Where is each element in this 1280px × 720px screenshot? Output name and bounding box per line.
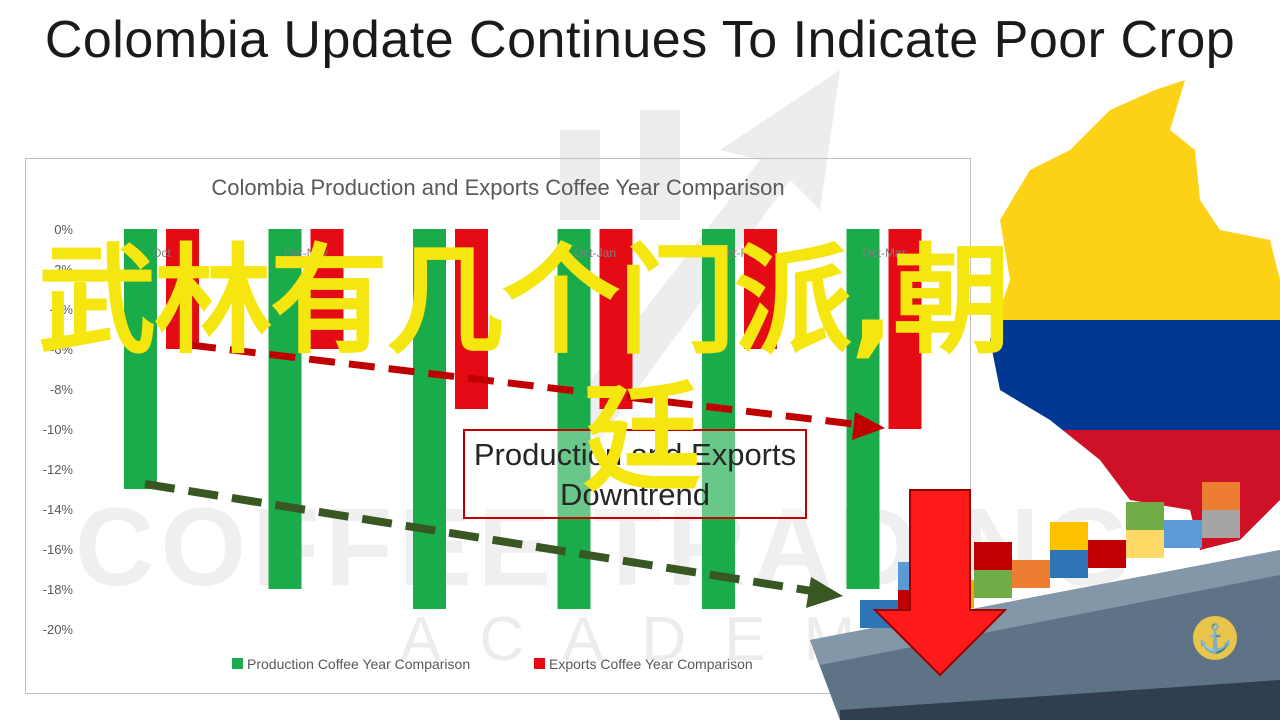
y-tick-label: -18% <box>43 582 74 597</box>
legend-swatch <box>534 658 545 669</box>
svg-text:⚓: ⚓ <box>1198 622 1233 655</box>
production-bar <box>702 229 735 609</box>
y-tick-label: -4% <box>50 302 74 317</box>
chart-title: Colombia Production and Exports Coffee Y… <box>211 175 785 200</box>
y-tick-label: -6% <box>50 342 74 357</box>
exports-bar <box>744 229 777 349</box>
y-tick-label: -20% <box>43 622 74 637</box>
production-bar <box>413 229 446 609</box>
x-category-label: Oct-Dec <box>428 246 472 260</box>
production-bar <box>846 229 880 589</box>
bars <box>124 229 922 609</box>
y-tick-label: -2% <box>50 262 74 277</box>
anchor-icon: ⚓ <box>1193 616 1237 660</box>
downtrend-annotation-box: Production and Exports Downtrend <box>463 429 807 519</box>
exports-bar <box>599 229 633 409</box>
legend-swatch <box>232 658 243 669</box>
x-category-label: Oct-Mar <box>862 246 905 260</box>
y-tick-label: -16% <box>43 542 74 557</box>
production-bar <box>557 229 591 609</box>
x-category-labels: Oct Oct-Nov Oct-Dec Oct-Jan Oct-Feb Oct-Mar <box>152 246 906 260</box>
flag-yellow-band <box>990 80 1280 320</box>
exports-trend-arrow <box>189 341 863 429</box>
y-tick-label: 0% <box>54 222 73 237</box>
page-title: Colombia Update Continues To Indicate Po… <box>44 11 1236 69</box>
legend: Production Coffee Year Comparison Exports… <box>232 656 753 672</box>
x-category-label: Oct <box>152 246 171 260</box>
colombia-map-illustration: ⚓ <box>810 80 1280 720</box>
x-category-label: Oct-Jan <box>574 246 616 260</box>
red-down-arrow-icon <box>872 489 1008 677</box>
chart-frame <box>25 158 971 694</box>
exports-bar <box>166 229 199 349</box>
production-trend-arrow <box>144 480 819 596</box>
y-tick-label: -12% <box>43 462 74 477</box>
exports-bar <box>888 229 922 429</box>
production-bar <box>268 229 302 589</box>
exports-bar <box>310 229 344 349</box>
production-bar <box>124 229 157 489</box>
production-trend-arrowhead <box>806 577 843 608</box>
exports-trend-arrowhead <box>852 412 885 440</box>
y-tick-label: -8% <box>50 382 74 397</box>
y-tick-label: -14% <box>43 502 74 517</box>
x-category-label: Oct-Feb <box>718 246 762 260</box>
x-category-label: Oct-Nov <box>284 246 328 260</box>
flag-blue-band <box>990 320 1280 430</box>
legend-label: Exports Coffee Year Comparison <box>549 656 753 672</box>
legend-label: Production Coffee Year Comparison <box>247 656 470 672</box>
y-tick-label: -10% <box>43 422 74 437</box>
y-axis-ticks: 0% -2% -4% -6% -8% -10% -12% -14% -16% -18% -20% <box>43 222 74 637</box>
